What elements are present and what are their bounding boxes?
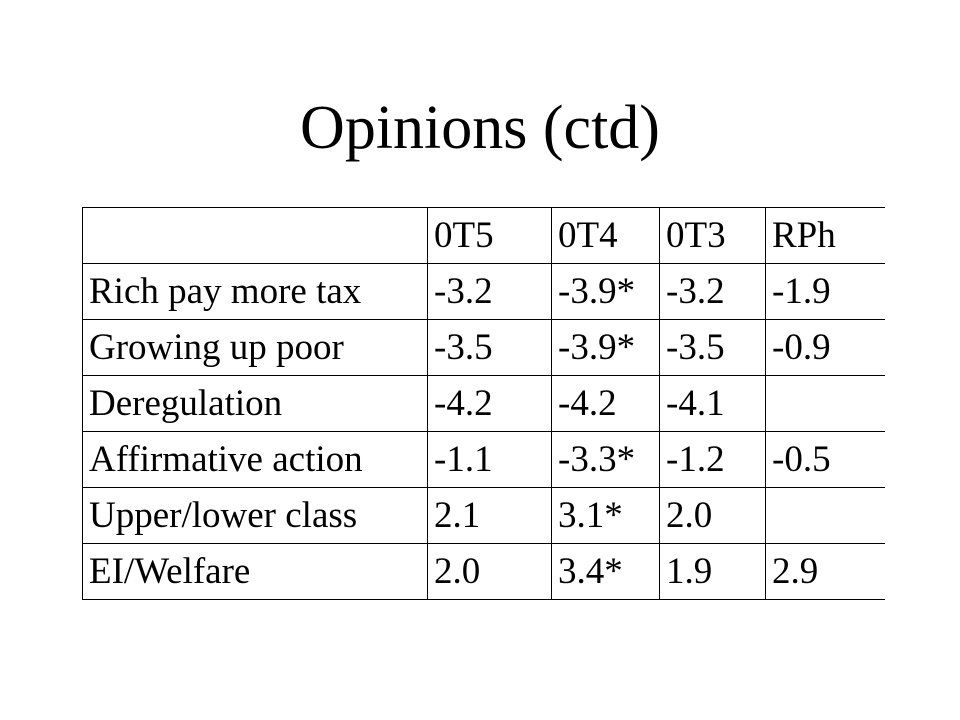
- cell-0t4: 3.4*: [551, 543, 660, 600]
- cell-0t4: -4.2: [551, 375, 660, 432]
- cell-0t4: 3.1*: [551, 487, 660, 544]
- table-row: Upper/lower class 2.1 3.1* 2.0: [82, 487, 885, 544]
- cell-0t3: -3.2: [659, 263, 766, 320]
- table-row: Affirmative action -1.1 -3.3* -1.2 -0.5: [82, 431, 885, 488]
- row-label: Affirmative action: [82, 431, 428, 488]
- row-label: Rich pay more tax: [82, 263, 428, 320]
- row-label: Deregulation: [82, 375, 428, 432]
- header-cell-0t4: 0T4: [551, 207, 660, 264]
- row-label: Upper/lower class: [82, 487, 428, 544]
- table-header-row: 0T5 0T4 0T3 RPh: [82, 207, 885, 264]
- cell-0t4: -3.3*: [551, 431, 660, 488]
- cell-rph: -0.9: [765, 319, 885, 376]
- table-row: Rich pay more tax -3.2 -3.9* -3.2 -1.9: [82, 263, 885, 320]
- cell-0t3: 1.9: [659, 543, 766, 600]
- table-row: EI/Welfare 2.0 3.4* 1.9 2.9: [82, 543, 885, 600]
- header-cell-rph: RPh: [765, 207, 885, 264]
- cell-0t3: 2.0: [659, 487, 766, 544]
- cell-rph: [765, 487, 885, 544]
- cell-0t3: -1.2: [659, 431, 766, 488]
- cell-0t3: -3.5: [659, 319, 766, 376]
- cell-rph: 2.9: [765, 543, 885, 600]
- cell-0t5: -3.5: [427, 319, 552, 376]
- header-cell-0t3: 0T3: [659, 207, 766, 264]
- cell-0t5: -3.2: [427, 263, 552, 320]
- row-label: EI/Welfare: [82, 543, 428, 600]
- cell-0t4: -3.9*: [551, 319, 660, 376]
- cell-rph: -1.9: [765, 263, 885, 320]
- table-row: Growing up poor -3.5 -3.9* -3.5 -0.9: [82, 319, 885, 376]
- cell-0t3: -4.1: [659, 375, 766, 432]
- cell-0t5: -4.2: [427, 375, 552, 432]
- opinions-table: 0T5 0T4 0T3 RPh Rich pay more tax -3.2 -…: [82, 207, 885, 600]
- cell-0t4: -3.9*: [551, 263, 660, 320]
- row-label: Growing up poor: [82, 319, 428, 376]
- table-row: Deregulation -4.2 -4.2 -4.1: [82, 375, 885, 432]
- cell-0t5: 2.0: [427, 543, 552, 600]
- header-cell-blank: [82, 207, 428, 264]
- cell-0t5: -1.1: [427, 431, 552, 488]
- cell-rph: -0.5: [765, 431, 885, 488]
- slide-title: Opinions (ctd): [300, 94, 660, 162]
- header-cell-0t5: 0T5: [427, 207, 552, 264]
- cell-rph: [765, 375, 885, 432]
- cell-0t5: 2.1: [427, 487, 552, 544]
